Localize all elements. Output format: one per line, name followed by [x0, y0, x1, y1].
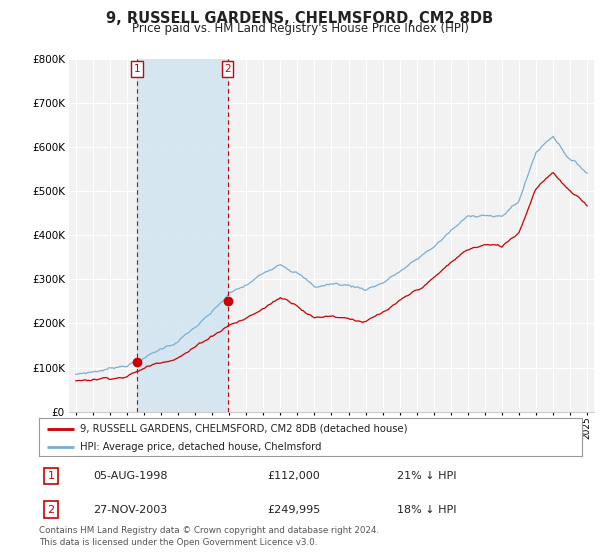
Text: £249,995: £249,995: [267, 505, 320, 515]
Text: 05-AUG-1998: 05-AUG-1998: [94, 471, 168, 481]
Text: 2: 2: [224, 64, 231, 74]
Text: 9, RUSSELL GARDENS, CHELMSFORD, CM2 8DB: 9, RUSSELL GARDENS, CHELMSFORD, CM2 8DB: [106, 11, 494, 26]
Text: 1: 1: [47, 471, 55, 481]
Text: 1: 1: [134, 64, 140, 74]
Text: 21% ↓ HPI: 21% ↓ HPI: [397, 471, 457, 481]
Text: 27-NOV-2003: 27-NOV-2003: [94, 505, 167, 515]
Text: Price paid vs. HM Land Registry's House Price Index (HPI): Price paid vs. HM Land Registry's House …: [131, 22, 469, 35]
Text: Contains HM Land Registry data © Crown copyright and database right 2024.
This d: Contains HM Land Registry data © Crown c…: [39, 526, 379, 547]
Text: £112,000: £112,000: [267, 471, 320, 481]
Bar: [137, 59, 227, 412]
Text: HPI: Average price, detached house, Chelmsford: HPI: Average price, detached house, Chel…: [80, 442, 321, 452]
Text: 2: 2: [47, 505, 55, 515]
Text: 9, RUSSELL GARDENS, CHELMSFORD, CM2 8DB (detached house): 9, RUSSELL GARDENS, CHELMSFORD, CM2 8DB …: [80, 423, 407, 433]
Text: 18% ↓ HPI: 18% ↓ HPI: [397, 505, 457, 515]
